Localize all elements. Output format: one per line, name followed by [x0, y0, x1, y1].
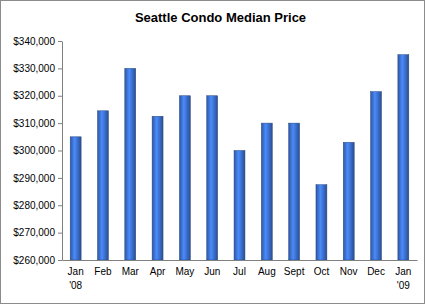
bar	[179, 96, 190, 260]
y-tick-mark	[58, 151, 62, 152]
x-tick-label-line: Jul	[233, 266, 246, 277]
x-tick: Jan '08	[68, 266, 84, 291]
y-tick-mark	[58, 123, 62, 124]
x-tick: May	[175, 266, 194, 277]
y-tick-label: $270,000	[13, 227, 55, 238]
x-tick-label-line: Feb	[94, 266, 112, 277]
x-tick-label-line: Mar	[122, 266, 140, 277]
x-tick: Nov	[340, 266, 358, 277]
y-axis-line	[62, 42, 63, 261]
y-tick: $290,000	[13, 173, 62, 184]
x-tick-label-line: '09	[397, 280, 410, 291]
bar	[234, 151, 245, 261]
x-tick-label: Nov	[340, 266, 358, 277]
x-tick: Mar	[122, 266, 140, 277]
x-tick-label: Mar	[122, 266, 140, 277]
x-tick: Jan '09	[395, 266, 411, 291]
x-tick-label: May	[175, 266, 194, 277]
chart-svg: $260,000 $270,000 $280,000 $290,000 $300,000…	[0, 0, 425, 304]
x-axis-line	[63, 260, 418, 261]
y-tick-mark	[58, 205, 62, 206]
x-tick: Jul	[233, 266, 246, 277]
x-tick-label: Aug	[258, 266, 276, 277]
y-tick: $260,000	[13, 255, 62, 266]
x-tick: Aug	[258, 266, 276, 277]
chart-border	[1, 1, 425, 304]
bar	[343, 142, 354, 260]
y-tick-mark	[58, 41, 62, 42]
x-tick-label-line: May	[175, 266, 194, 277]
y-tick-label: $310,000	[13, 118, 55, 129]
y-tick-mark	[58, 96, 62, 97]
x-tick-label: Jan '08	[68, 266, 84, 291]
bar	[125, 68, 136, 260]
y-tick-mark	[58, 68, 62, 69]
bar	[70, 137, 81, 260]
y-tick-label: $280,000	[13, 200, 55, 211]
y-tick-label: $330,000	[13, 63, 55, 74]
bar	[152, 116, 163, 260]
y-tick: $340,000	[13, 36, 62, 47]
y-tick: $320,000	[13, 90, 62, 101]
bars	[70, 55, 409, 260]
x-tick-label: Jun	[204, 266, 220, 277]
x-tick-label-line: '08	[69, 280, 82, 291]
x-tick-label: Oct	[314, 266, 330, 277]
bar	[371, 92, 382, 260]
x-tick-label-line: Jan	[395, 266, 411, 277]
bar	[316, 185, 327, 260]
y-axis: $260,000 $270,000 $280,000 $290,000 $300,000…	[13, 36, 62, 266]
bar	[261, 123, 272, 260]
chart-container: $260,000 $270,000 $280,000 $290,000 $300,000…	[0, 0, 425, 304]
y-tick-mark	[58, 233, 62, 234]
y-tick: $270,000	[13, 227, 62, 238]
x-tick-label-line: Aug	[258, 266, 276, 277]
x-tick-label-line: Oct	[314, 266, 330, 277]
x-tick-label: Sept	[284, 266, 305, 277]
bar	[98, 111, 109, 260]
x-tick-label-line: Jun	[204, 266, 220, 277]
bar	[207, 96, 218, 260]
x-tick-label-line: Sept	[284, 266, 305, 277]
x-tick: Dec	[367, 266, 385, 277]
x-tick-label-line: Jan	[68, 266, 84, 277]
y-tick-label: $300,000	[13, 145, 55, 156]
y-tick: $300,000	[13, 145, 62, 156]
y-tick: $310,000	[13, 118, 62, 129]
y-tick-mark	[58, 178, 62, 179]
title: Seattle Condo Median Price	[135, 10, 306, 25]
x-tick: Sept	[284, 266, 305, 277]
x-tick-label-line: Apr	[150, 266, 166, 277]
bar	[398, 55, 409, 260]
x-tick-label: Apr	[150, 266, 166, 277]
bar	[289, 123, 300, 260]
x-tick: Apr	[150, 266, 166, 277]
y-tick-label: $320,000	[13, 90, 55, 101]
x-tick: Oct	[314, 266, 330, 277]
x-tick-label: Feb	[94, 266, 112, 277]
y-tick: $330,000	[13, 63, 62, 74]
y-tick-label: $290,000	[13, 173, 55, 184]
x-tick: Feb	[94, 266, 112, 277]
x-tick-label: Dec	[367, 266, 385, 277]
y-tick-label: $340,000	[13, 36, 55, 47]
x-axis: Jan '08 Feb Mar Apr May Jun Jul Aug Sept Oct Nov Dec…	[63, 261, 418, 291]
x-tick-label: Jan '09	[395, 266, 411, 291]
x-tick: Jun	[204, 266, 220, 277]
y-tick-label: $260,000	[13, 255, 55, 266]
x-tick-label: Jul	[233, 266, 246, 277]
y-tick-mark	[58, 260, 62, 261]
plot: $260,000 $270,000 $280,000 $290,000 $300,000…	[13, 36, 417, 291]
y-tick: $280,000	[13, 200, 62, 211]
x-tick-label-line: Nov	[340, 266, 358, 277]
x-tick-label-line: Dec	[367, 266, 385, 277]
